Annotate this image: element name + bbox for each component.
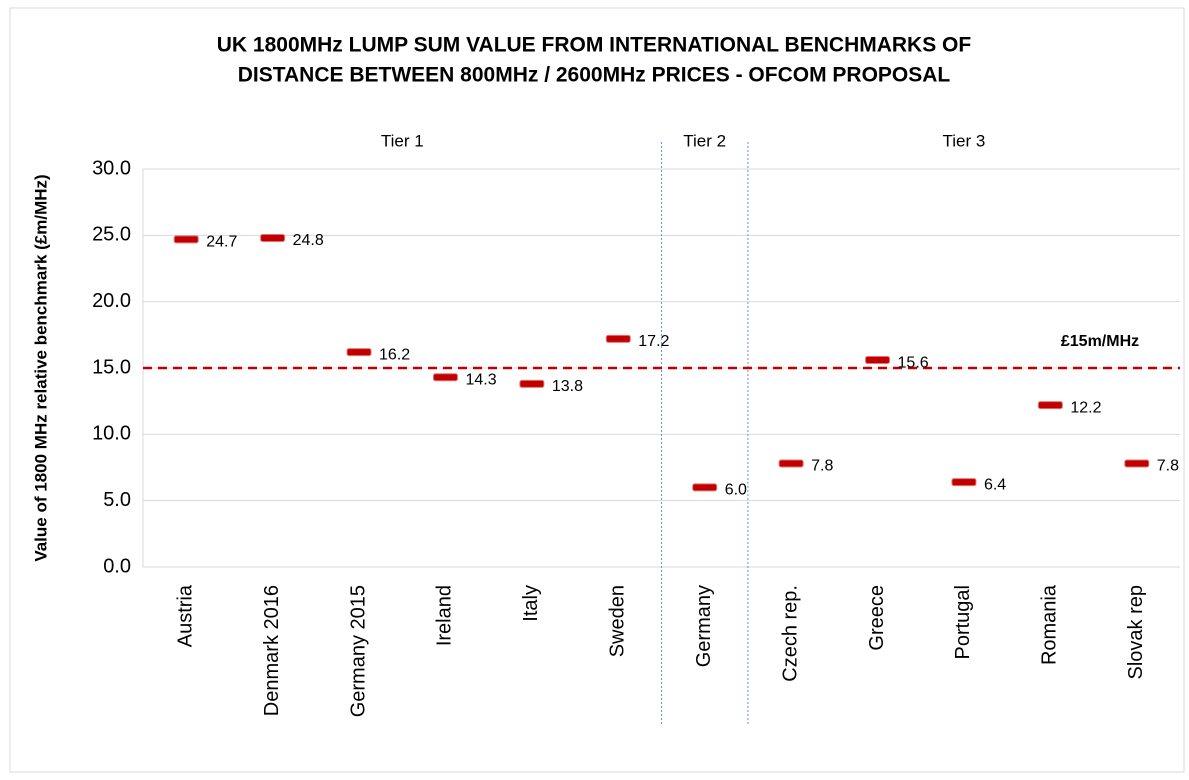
y-tick-label: 25.0 [92, 224, 131, 246]
marker [1124, 459, 1150, 468]
x-tick-label: Germany 2015 [347, 585, 369, 717]
data-label: 12.2 [1070, 399, 1101, 416]
x-tick-label: Greece [866, 585, 888, 651]
y-axis-label: Value of 1800 MHz relative benchmark (£m… [31, 174, 50, 561]
marker [605, 334, 631, 343]
chart-border [9, 7, 1185, 773]
x-tick-label: Ireland [434, 585, 456, 646]
x-tick-label: Denmark 2016 [261, 585, 283, 716]
y-tick-label: 0.0 [103, 555, 131, 577]
reference-label: £15m/MHz [1061, 333, 1139, 350]
y-tick-label: 10.0 [92, 423, 131, 445]
chart-title: DISTANCE BETWEEN 800MHz / 2600MHz PRICES… [238, 64, 951, 87]
x-tick-label: Romania [1039, 584, 1061, 665]
tier-label: Tier 1 [381, 131, 424, 150]
y-tick-label: 30.0 [92, 157, 131, 179]
y-tick-label: 15.0 [92, 356, 131, 378]
y-tick-label: 5.0 [103, 489, 131, 511]
tier-label: Tier 3 [943, 131, 986, 150]
data-label: 16.2 [379, 346, 410, 363]
y-tick-label: 20.0 [92, 290, 131, 312]
marker [432, 373, 458, 382]
data-label: 7.8 [811, 458, 833, 475]
marker [260, 233, 286, 242]
data-label: 7.8 [1157, 458, 1179, 475]
marker [346, 348, 372, 357]
chart-title: UK 1800MHz LUMP SUM VALUE FROM INTERNATI… [217, 34, 972, 57]
data-label: 14.3 [465, 372, 496, 389]
tier-label: Tier 2 [683, 131, 726, 150]
marker [519, 379, 545, 388]
x-tick-label: Slovak rep [1125, 585, 1147, 680]
marker [778, 459, 804, 468]
marker [1037, 401, 1063, 410]
data-label: 17.2 [638, 333, 669, 350]
marker [692, 483, 718, 492]
x-tick-label: Portugal [952, 585, 974, 660]
data-label: 15.6 [898, 354, 929, 371]
marker [865, 356, 891, 365]
data-label: 13.8 [552, 378, 583, 395]
data-label: 24.7 [206, 234, 237, 251]
data-label: 6.0 [725, 482, 747, 499]
x-tick-label: Italy [520, 585, 542, 622]
marker [951, 478, 977, 487]
x-tick-label: Sweden [607, 585, 629, 657]
x-tick-label: Germany [693, 585, 715, 667]
data-label: 24.8 [293, 232, 324, 249]
marker [173, 235, 199, 244]
x-tick-label: Austria [174, 584, 196, 647]
x-tick-label: Czech rep. [779, 585, 801, 682]
data-label: 6.4 [984, 476, 1006, 493]
